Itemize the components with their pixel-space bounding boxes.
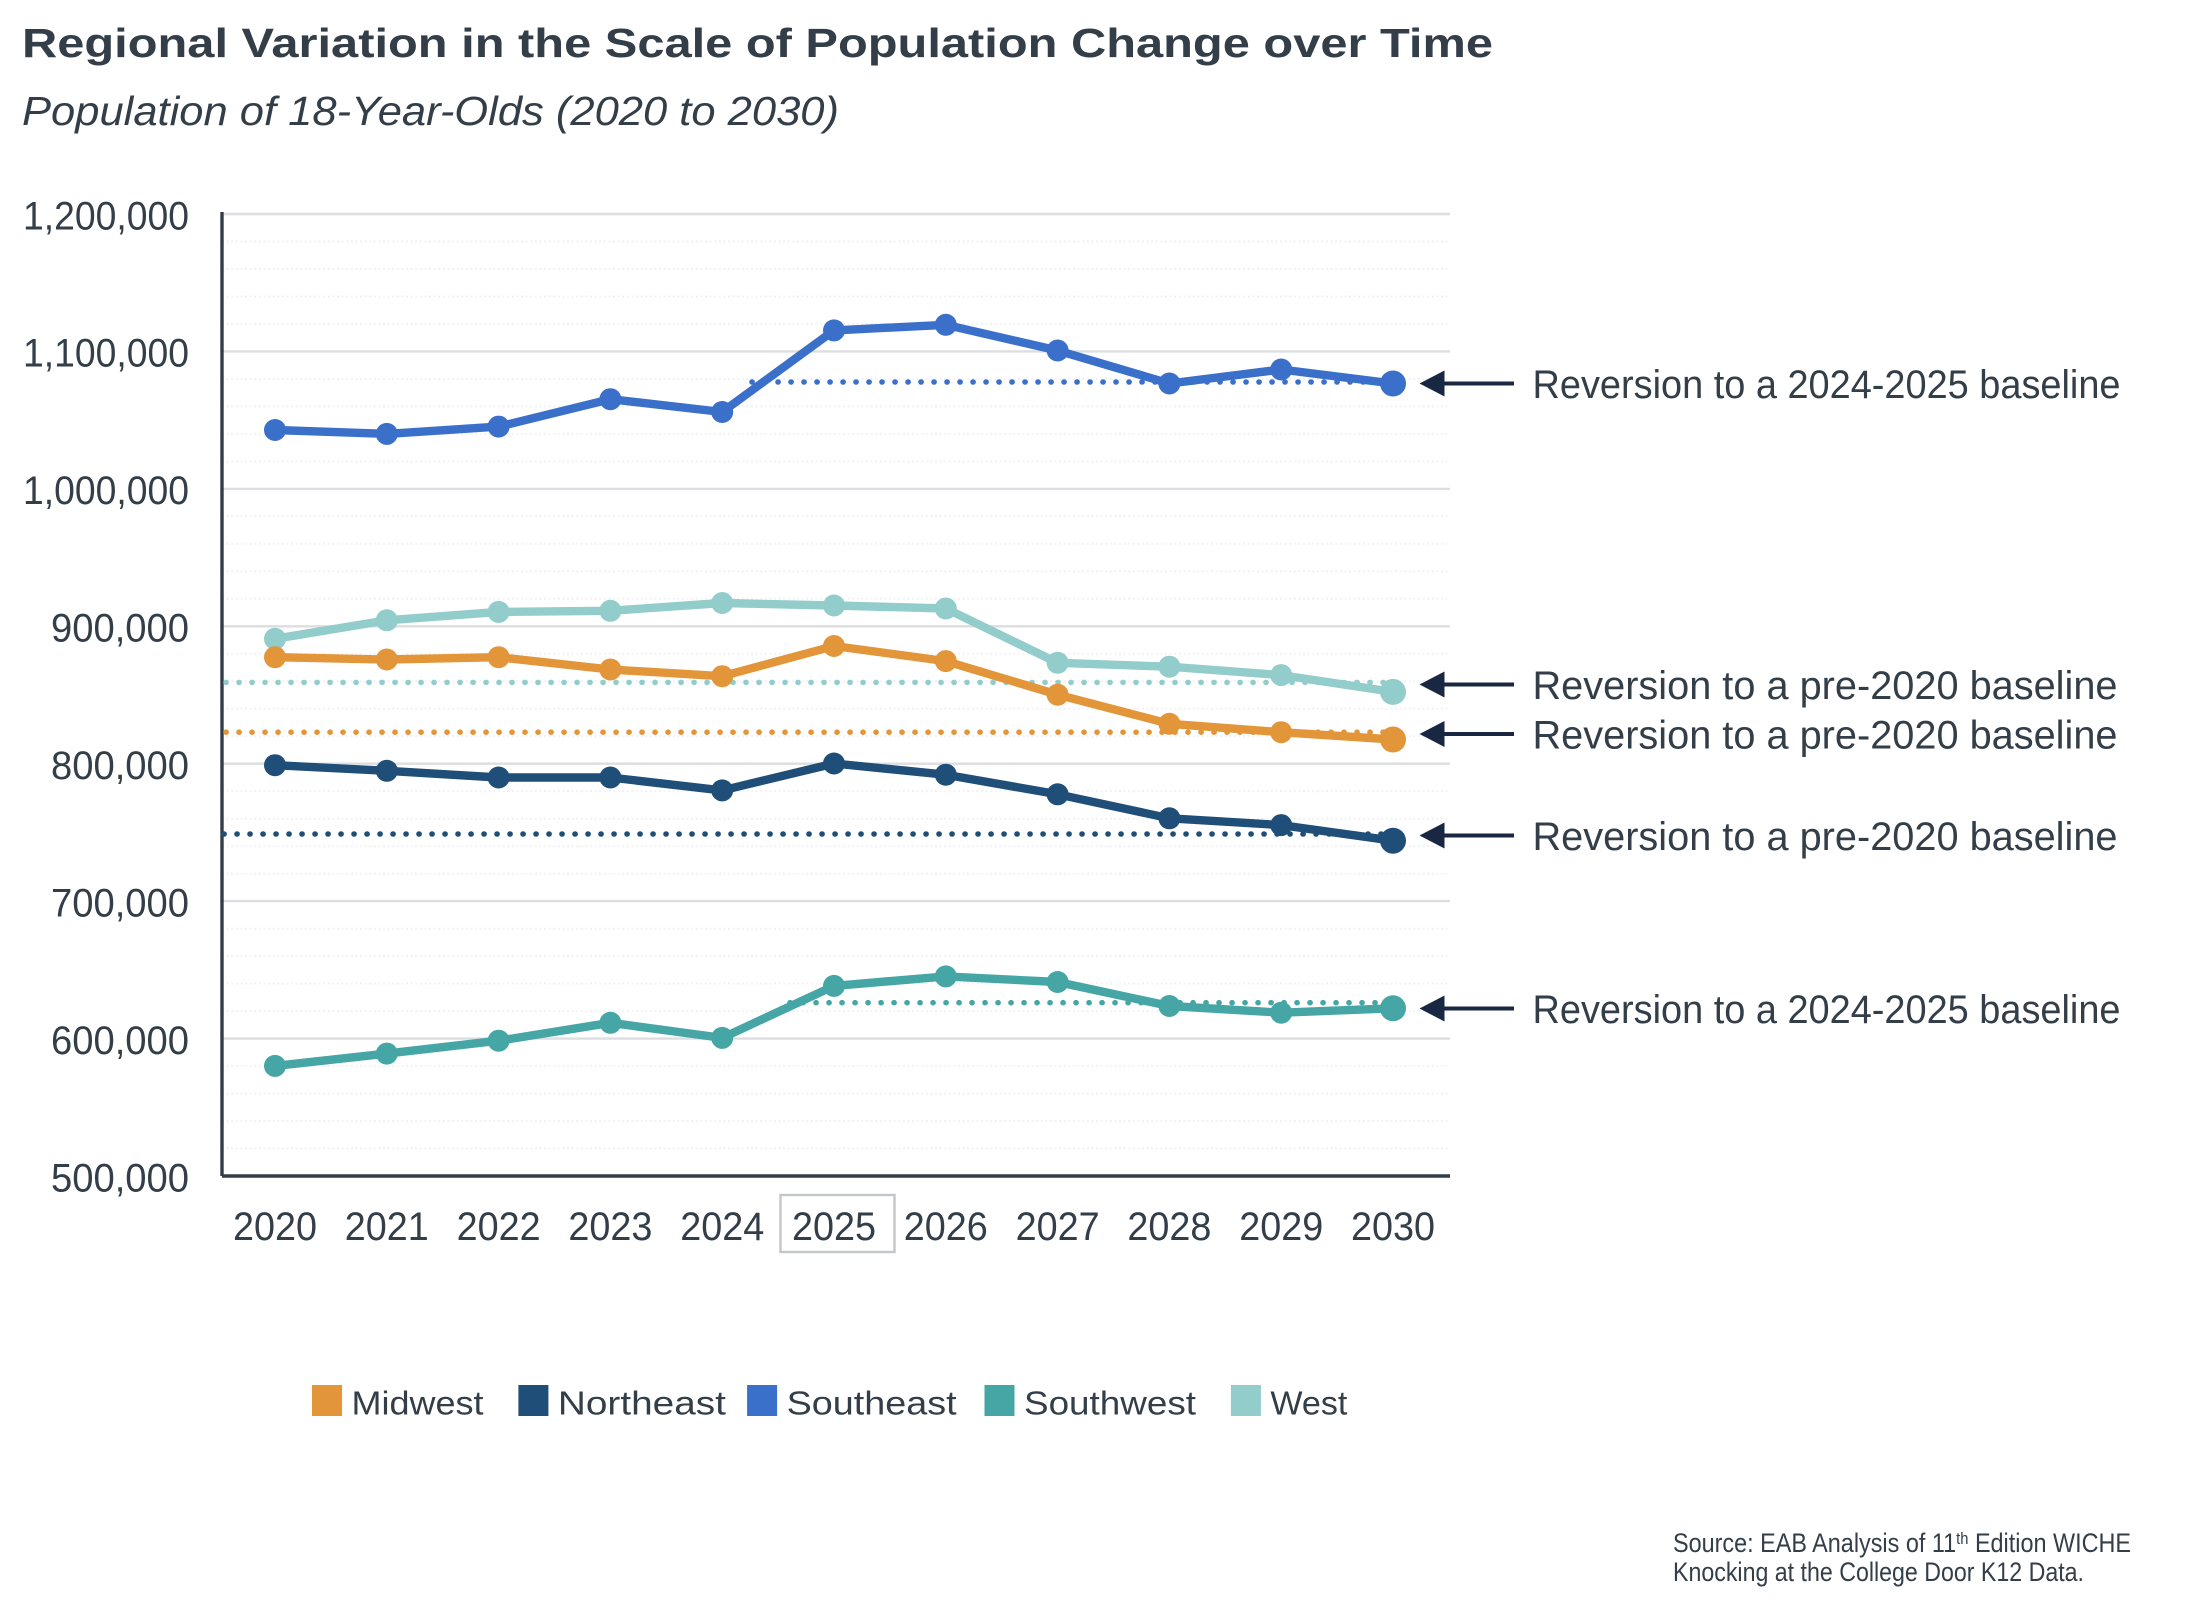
svg-text:Southeast: Southeast bbox=[787, 1385, 957, 1422]
svg-text:1,000,000: 1,000,000 bbox=[23, 469, 189, 513]
svg-text:1,200,000: 1,200,000 bbox=[23, 194, 189, 238]
svg-text:Regional Variation in the Scal: Regional Variation in the Scale of Popul… bbox=[22, 20, 1493, 66]
svg-text:Source: EAB Analysis of 11th E: Source: EAB Analysis of 11th Edition WIC… bbox=[1673, 1528, 2131, 1558]
svg-text:2022: 2022 bbox=[457, 1205, 541, 1249]
svg-text:Southwest: Southwest bbox=[1024, 1385, 1196, 1422]
svg-text:2025: 2025 bbox=[792, 1205, 876, 1249]
svg-text:Reversion to a 2024-2025 basel: Reversion to a 2024-2025 baseline bbox=[1533, 988, 2121, 1032]
svg-text:2023: 2023 bbox=[568, 1205, 652, 1249]
svg-text:600,000: 600,000 bbox=[51, 1019, 189, 1063]
svg-text:900,000: 900,000 bbox=[51, 607, 189, 651]
svg-text:800,000: 800,000 bbox=[51, 744, 189, 788]
svg-text:2020: 2020 bbox=[233, 1205, 317, 1249]
svg-text:Reversion to a pre-2020 baseli: Reversion to a pre-2020 baseline bbox=[1533, 815, 2118, 859]
svg-text:Northeast: Northeast bbox=[558, 1385, 726, 1422]
svg-text:700,000: 700,000 bbox=[51, 881, 189, 925]
svg-text:2026: 2026 bbox=[904, 1205, 988, 1249]
svg-text:Midwest: Midwest bbox=[352, 1385, 484, 1422]
svg-text:Reversion to a pre-2020 baseli: Reversion to a pre-2020 baseline bbox=[1533, 664, 2118, 708]
svg-text:Knocking at the College Door K: Knocking at the College Door K12 Data. bbox=[1673, 1557, 2084, 1587]
svg-text:1,100,000: 1,100,000 bbox=[23, 332, 189, 376]
svg-text:Population of 18-Year-Olds (20: Population of 18-Year-Olds (2020 to 2030… bbox=[22, 88, 839, 134]
svg-text:2021: 2021 bbox=[345, 1205, 429, 1249]
svg-text:2024: 2024 bbox=[680, 1205, 764, 1249]
svg-text:West: West bbox=[1270, 1385, 1347, 1422]
svg-text:Reversion to a pre-2020 baseli: Reversion to a pre-2020 baseline bbox=[1533, 714, 2118, 758]
svg-text:2028: 2028 bbox=[1127, 1205, 1211, 1249]
svg-text:Reversion to a 2024-2025 basel: Reversion to a 2024-2025 baseline bbox=[1533, 363, 2121, 407]
svg-text:2030: 2030 bbox=[1351, 1205, 1435, 1249]
svg-text:500,000: 500,000 bbox=[51, 1156, 189, 1200]
svg-text:2029: 2029 bbox=[1239, 1205, 1323, 1249]
svg-text:2027: 2027 bbox=[1016, 1205, 1100, 1249]
